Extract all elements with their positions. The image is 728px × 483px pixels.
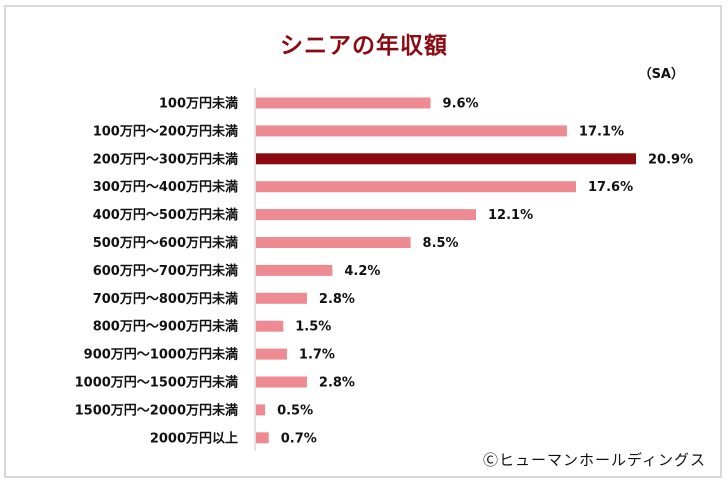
category-label: 600万円～700万円未満	[93, 263, 238, 279]
value-label: 17.1%	[579, 124, 624, 139]
chart-title: シニアの年収額	[280, 33, 448, 59]
chart-frame	[4, 5, 722, 478]
value-label: 12.1%	[488, 208, 533, 223]
value-label: 0.7%	[281, 431, 317, 446]
category-label: 300万円～400万円未満	[93, 179, 238, 195]
copyright-credit: Ⓒヒューマンホールディングス	[483, 451, 706, 469]
bar	[256, 209, 476, 221]
value-label: 0.5%	[277, 403, 313, 418]
category-labels: 100万円未満 100万円～200万円未満 200万円～300万円未満 300万円～4…	[75, 96, 238, 447]
bar	[256, 181, 576, 193]
category-label: 700万円～800万円未満	[93, 291, 238, 307]
value-label: 20.9%	[648, 152, 693, 167]
value-label: 2.8%	[319, 292, 355, 307]
bar	[256, 432, 269, 444]
bar	[256, 320, 284, 332]
value-label: 1.7%	[299, 348, 335, 363]
bar	[256, 125, 567, 137]
value-labels: 9.6% 17.1% 20.9% 17.6% 12.1% 8.5% 4.2% 2.8% 1.5%…	[277, 97, 693, 447]
value-label: 9.6%	[443, 97, 479, 112]
bars	[256, 97, 636, 444]
category-label: 100万円未満	[159, 96, 238, 112]
category-label: 800万円～900万円未満	[93, 319, 238, 335]
bar	[256, 292, 307, 304]
category-label: 500万円～600万円未満	[93, 235, 238, 251]
category-label: 2000万円以上	[150, 431, 238, 446]
unit-label: （SA）	[638, 67, 684, 82]
category-label: 100万円～200万円未満	[93, 123, 238, 139]
bar	[256, 237, 411, 248]
bar	[256, 404, 266, 416]
bar-highlighted	[256, 153, 636, 165]
bar	[256, 348, 287, 360]
value-label: 17.6%	[588, 180, 633, 195]
category-label: 1500万円～2000万円未満	[75, 402, 238, 418]
bar	[256, 264, 333, 276]
category-label: 200万円～300万円未満	[93, 151, 238, 167]
bar	[256, 376, 307, 388]
category-label: 900万円～1000万円未満	[84, 347, 238, 363]
value-label: 8.5%	[423, 236, 459, 251]
value-label: 1.5%	[295, 320, 331, 335]
category-label: 400万円～500万円未満	[93, 207, 238, 223]
value-label: 4.2%	[344, 264, 380, 279]
category-label: 1000万円～1500万円未満	[75, 375, 238, 391]
value-label: 2.8%	[319, 376, 355, 391]
bar	[256, 97, 431, 109]
